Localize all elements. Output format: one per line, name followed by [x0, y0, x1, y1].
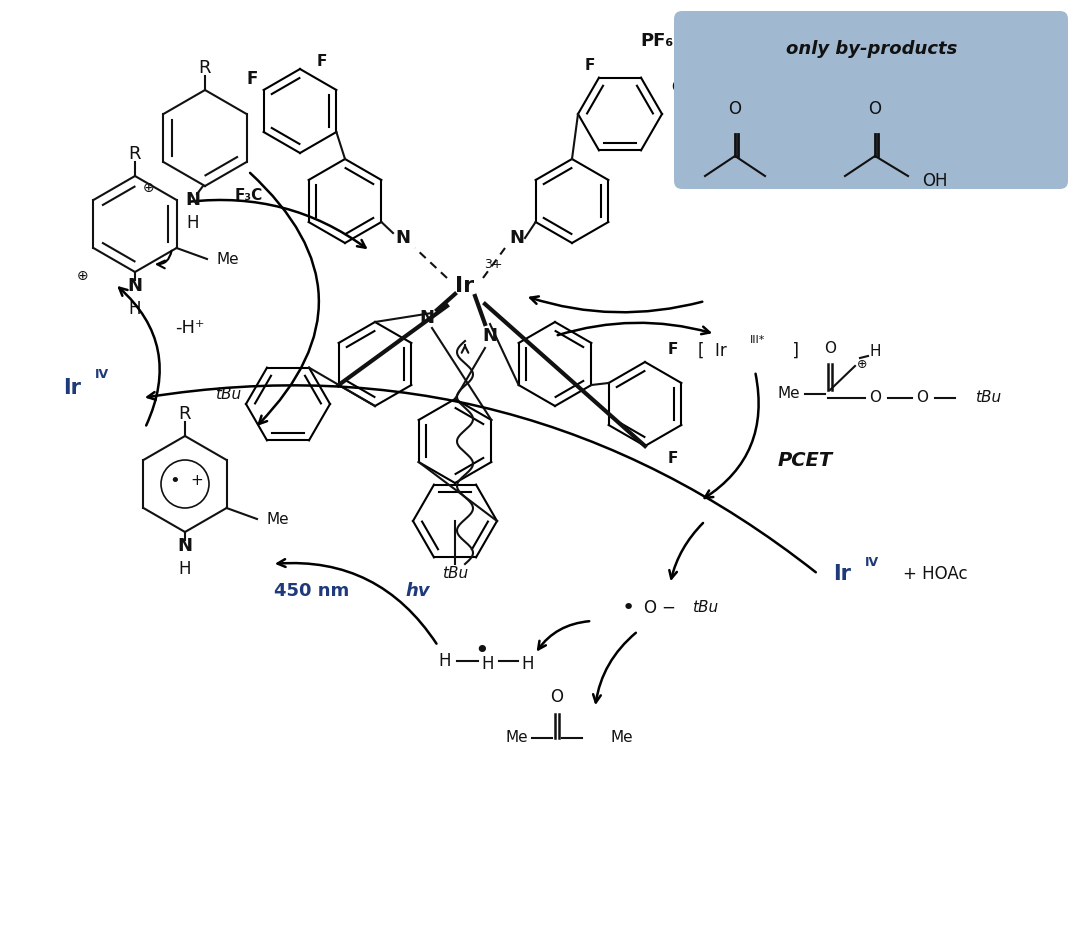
Text: •: • — [474, 639, 489, 663]
Text: N: N — [510, 229, 525, 247]
Text: tBu: tBu — [215, 386, 241, 402]
Text: PF₆⁻: PF₆⁻ — [640, 32, 684, 50]
Text: Ir: Ir — [63, 378, 81, 398]
Text: R: R — [129, 145, 141, 163]
Text: O: O — [644, 599, 657, 617]
Text: ⊕: ⊕ — [856, 357, 867, 370]
Text: ⊕: ⊕ — [144, 181, 154, 195]
Text: PCET: PCET — [778, 452, 833, 470]
Text: O: O — [916, 391, 928, 406]
Text: IV: IV — [865, 556, 879, 569]
Text: ]: ] — [782, 342, 799, 360]
Text: F: F — [246, 70, 258, 88]
Text: F: F — [667, 452, 678, 467]
Text: 3+: 3+ — [484, 257, 502, 270]
Text: OH: OH — [922, 172, 948, 190]
Text: tBu: tBu — [442, 567, 468, 582]
Text: III*: III* — [750, 335, 766, 345]
Text: H: H — [187, 214, 199, 232]
Text: IV: IV — [95, 368, 109, 381]
Text: O: O — [869, 391, 881, 406]
Text: hv: hv — [405, 582, 430, 600]
Text: N: N — [186, 191, 201, 209]
Text: F: F — [584, 58, 595, 73]
Text: +: + — [191, 473, 203, 489]
Text: H: H — [869, 344, 881, 358]
Text: N: N — [127, 277, 143, 295]
Text: H: H — [179, 560, 191, 578]
Text: N: N — [177, 537, 192, 555]
Text: R: R — [179, 405, 191, 423]
Text: O: O — [551, 688, 564, 706]
Text: O: O — [729, 100, 742, 118]
Text: O: O — [868, 100, 881, 118]
Text: •: • — [170, 472, 180, 490]
FancyBboxPatch shape — [674, 11, 1068, 189]
Text: Me: Me — [267, 511, 289, 527]
Text: -H⁺: -H⁺ — [175, 319, 205, 337]
Text: tBu: tBu — [975, 391, 1001, 406]
Text: H: H — [129, 300, 141, 318]
Text: Me: Me — [778, 386, 800, 402]
Text: H: H — [522, 655, 535, 673]
Text: F₃C: F₃C — [234, 189, 264, 204]
Text: ⊕: ⊕ — [77, 269, 89, 283]
Text: F: F — [667, 342, 678, 357]
Text: N: N — [395, 229, 410, 247]
Text: Ir: Ir — [456, 276, 474, 296]
Text: R: R — [199, 59, 212, 77]
Text: Me: Me — [217, 252, 240, 267]
Text: H: H — [438, 652, 451, 670]
Text: CF₃: CF₃ — [671, 81, 699, 95]
Text: 450 nm: 450 nm — [273, 582, 355, 600]
Text: N: N — [419, 309, 434, 327]
Text: + HOAc: + HOAc — [903, 565, 968, 583]
Text: F: F — [316, 54, 327, 69]
Text: Ir: Ir — [833, 564, 851, 584]
Text: only by-products: only by-products — [786, 40, 958, 58]
Text: •: • — [621, 598, 635, 618]
Text: tBu: tBu — [692, 600, 718, 616]
Text: N: N — [483, 327, 498, 345]
Text: Me: Me — [610, 731, 633, 745]
Text: [  Ir: [ Ir — [698, 342, 727, 360]
Text: H: H — [482, 655, 495, 673]
Text: Me: Me — [505, 731, 528, 745]
Text: O: O — [824, 341, 836, 356]
Text: −: − — [661, 599, 675, 617]
